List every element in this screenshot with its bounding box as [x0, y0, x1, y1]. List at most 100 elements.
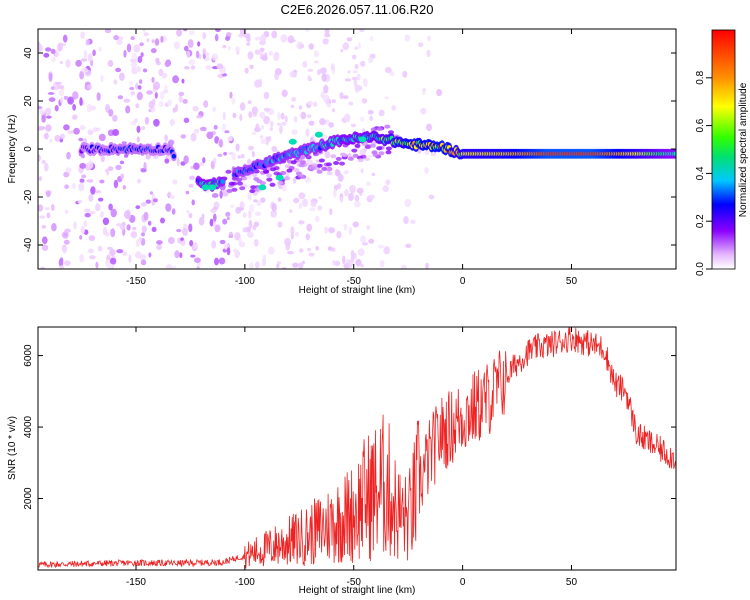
noise-blob — [153, 198, 158, 203]
noise-blob — [243, 33, 251, 39]
noise-blob — [222, 44, 227, 49]
noise-blob — [148, 252, 152, 258]
y-tick-label: 40 — [23, 47, 34, 59]
noise-blob — [266, 173, 272, 178]
noise-blob — [188, 212, 193, 219]
noise-blob — [215, 29, 221, 33]
noise-blob — [113, 179, 119, 189]
noise-blob — [242, 227, 248, 233]
noise-blob — [112, 129, 120, 136]
noise-blob — [259, 135, 264, 139]
noise-blob — [88, 194, 94, 202]
noise-blob — [95, 127, 101, 132]
noise-blob — [270, 210, 278, 218]
noise-blob — [122, 251, 128, 256]
noise-blob — [383, 246, 391, 255]
noise-blob — [344, 189, 349, 197]
noise-blob — [175, 103, 178, 112]
noise-blob — [202, 157, 206, 164]
noise-blob — [249, 64, 254, 70]
noise-blob — [360, 116, 365, 122]
noise-blob — [298, 105, 303, 110]
noise-blob — [102, 217, 110, 226]
noise-blob — [250, 185, 257, 190]
noise-blob — [382, 185, 389, 193]
noise-blob — [136, 91, 143, 101]
noise-blob — [57, 84, 64, 89]
noise-blob — [269, 182, 276, 187]
snr-x-ticks: -150 -100 -50 0 50 — [126, 327, 577, 588]
noise-blob — [307, 68, 314, 72]
noise-blob — [222, 218, 228, 225]
x-tick-label: 50 — [566, 276, 578, 287]
noise-blob — [247, 231, 254, 238]
noise-blob — [80, 58, 88, 62]
spectrogram-y-label: Frequency (Hz) — [7, 115, 18, 184]
noise-blob — [241, 176, 248, 181]
noise-blob — [119, 72, 125, 81]
noise-blob — [66, 151, 71, 160]
noise-blob — [229, 91, 233, 99]
noise-blob — [50, 86, 55, 90]
noise-blob — [148, 100, 154, 109]
noise-blob — [293, 116, 298, 123]
noise-blob — [289, 209, 293, 214]
noise-blob — [427, 35, 431, 42]
noise-blob — [308, 120, 315, 126]
noise-blob — [139, 42, 144, 47]
noise-blob — [237, 207, 244, 211]
noise-blob — [126, 43, 132, 53]
noise-blob — [168, 236, 175, 245]
x-tick-label: -150 — [126, 276, 146, 287]
noise-blob — [332, 259, 336, 266]
noise-blob — [306, 159, 313, 167]
noise-blob — [231, 97, 236, 105]
noise-blob — [348, 101, 354, 106]
snr-x-label: Height of straight line (km) — [299, 585, 416, 596]
noise-blob — [306, 223, 313, 232]
noise-blob — [79, 124, 86, 131]
noise-blob — [108, 263, 115, 269]
noise-blob — [235, 46, 240, 52]
noise-blob — [248, 145, 254, 151]
noise-blob — [167, 99, 172, 107]
noise-blob — [193, 162, 200, 170]
noise-blob — [260, 138, 267, 145]
noise-blob — [194, 257, 201, 264]
noise-blob — [265, 136, 270, 140]
noise-blob — [295, 231, 299, 237]
noise-blob — [403, 216, 409, 225]
noise-blob — [235, 143, 240, 152]
noise-blob — [139, 254, 147, 261]
noise-blob — [277, 122, 282, 126]
noise-blob — [205, 52, 210, 57]
noise-blob — [95, 203, 101, 212]
noise-blob — [293, 197, 300, 204]
noise-blob — [205, 65, 212, 70]
noise-blob — [59, 265, 65, 269]
noise-blob — [189, 175, 196, 181]
noise-blob — [96, 92, 101, 101]
noise-blob — [227, 46, 232, 51]
noise-blob — [317, 69, 321, 76]
noise-blob — [143, 211, 149, 221]
noise-blob — [273, 51, 280, 61]
noise-blob — [186, 50, 191, 59]
noise-blob — [281, 121, 287, 126]
noise-blob — [347, 193, 354, 201]
noise-blob — [79, 178, 85, 183]
noise-blob — [214, 136, 220, 144]
noise-blob — [195, 115, 203, 119]
noise-blob — [389, 71, 395, 77]
noise-blob — [189, 240, 194, 247]
noise-blob — [98, 46, 102, 52]
noise-blob — [62, 34, 68, 43]
noise-blob — [307, 101, 314, 106]
noise-blob — [80, 226, 85, 235]
noise-blob — [326, 162, 332, 167]
noise-blob — [309, 136, 314, 143]
noise-blob — [145, 153, 151, 160]
noise-blob — [355, 258, 362, 267]
noise-blob — [426, 123, 432, 132]
noise-blob — [319, 67, 327, 74]
